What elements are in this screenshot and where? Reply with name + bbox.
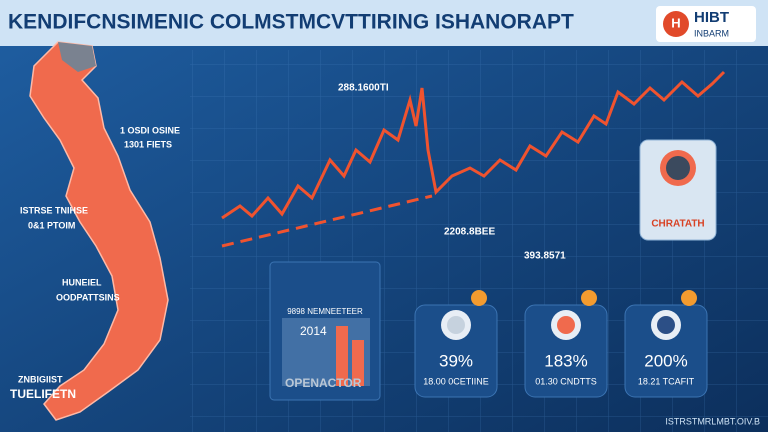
building-label: OPENACTOR (285, 376, 362, 390)
chart-label: 288.1600TI (338, 83, 389, 94)
logo: H HIBT INBARM (656, 6, 756, 42)
icon-label: CHRATATH (651, 219, 704, 230)
map-label: 1301 FIETS (124, 139, 172, 149)
stat-label: 01.30 CNDTTS (535, 376, 597, 386)
stat-value: 183% (544, 351, 587, 370)
coin (471, 290, 487, 306)
map-label: 0&1 PTOIM (28, 220, 75, 230)
logo-text: HIBT (694, 9, 729, 26)
chart-label: 393.8571 (524, 251, 566, 262)
map-label: OODPATTSINS (56, 292, 120, 302)
card-icon-inner (657, 316, 675, 334)
stat-label: 18.00 0CETIINE (423, 376, 489, 386)
stat-card (414, 304, 498, 398)
map-label: HUNEIEL (62, 277, 102, 287)
map (29, 41, 169, 421)
footer: ISTRSTMRLMBT.OIV.B (665, 416, 760, 426)
dashed-trend (221, 194, 433, 248)
title: KENDIFCNSIMENIC COLMSTMCVTTIRING ISHANOR… (8, 11, 574, 34)
coin (581, 290, 597, 306)
logo-sub: INBARM (694, 28, 729, 38)
card-icon-inner (447, 316, 465, 334)
building-caption: 9898 NEMNEETEER (287, 307, 363, 316)
stat-value: 200% (644, 351, 687, 370)
stat-label: 18.21 TCAFIT (638, 376, 695, 386)
trend-line (221, 70, 726, 220)
map-label: TUELIFETN (10, 387, 76, 401)
coin (681, 290, 697, 306)
svg-text:H: H (671, 15, 680, 30)
map-label: 1 OSDI OSINE (120, 125, 180, 135)
building-year: 2014 (300, 324, 327, 338)
stat-value: 39% (439, 351, 473, 370)
map-label: ZNBIGIIST (18, 374, 63, 384)
stat-card (624, 304, 708, 398)
map-region (58, 42, 96, 72)
map-label: ISTRSE TNIHSE (20, 205, 88, 215)
stat-card (524, 304, 608, 398)
icon-box: CHRATATH (639, 139, 717, 241)
chart-label: 2208.8BEE (444, 227, 495, 238)
building-box: 9898 NEMNEETEER 2014 OPENACTOR (269, 261, 381, 401)
card-icon-inner (557, 316, 575, 334)
header-band (0, 0, 768, 46)
